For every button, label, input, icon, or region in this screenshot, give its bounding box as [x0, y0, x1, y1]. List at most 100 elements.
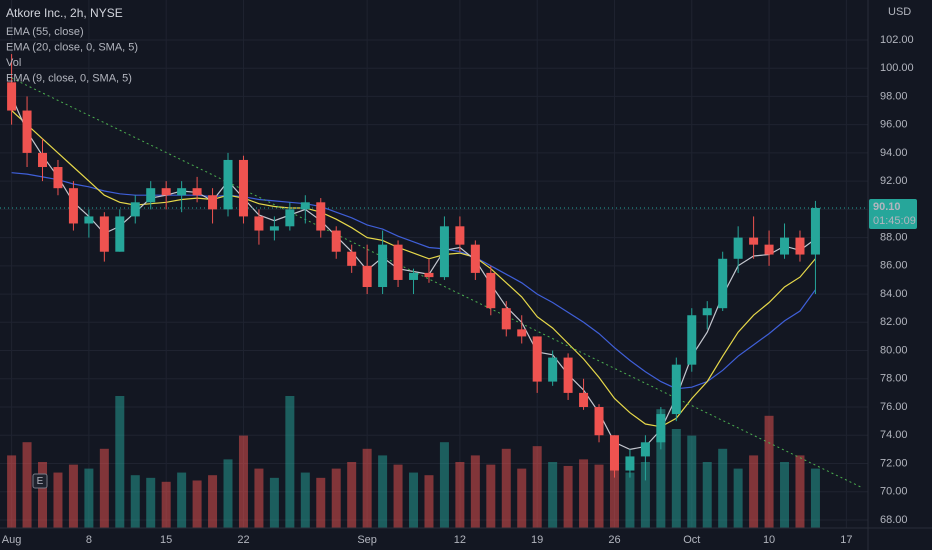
candle-body — [486, 272, 496, 309]
y-tick-label: 70.00 — [880, 486, 908, 498]
candle-body — [362, 265, 372, 288]
volume-bar — [269, 477, 279, 528]
candle-body — [393, 244, 403, 280]
ema-line — [11, 110, 816, 428]
candle-body — [671, 364, 681, 415]
candle-body — [532, 336, 542, 382]
ema-line — [11, 172, 816, 390]
volume-bar — [362, 448, 372, 528]
volume-bar — [347, 462, 357, 528]
y-tick-label: 84.00 — [880, 288, 908, 300]
volume-bar — [640, 462, 650, 528]
y-tick-label: 74.00 — [880, 429, 908, 441]
volume-bar — [439, 442, 449, 528]
volume-bar — [285, 396, 295, 528]
y-tick-label: 102.00 — [880, 34, 914, 46]
x-tick-label: 17 — [840, 534, 852, 546]
candle-body — [347, 251, 357, 266]
candle-body — [378, 244, 388, 288]
volume-bar — [146, 477, 156, 528]
candle-body — [733, 237, 743, 259]
y-tick-label: 80.00 — [880, 344, 908, 356]
candle-body — [269, 226, 279, 231]
x-tick-label: Sep — [357, 534, 377, 546]
x-tick-label: 19 — [531, 534, 543, 546]
volume-bar — [687, 435, 697, 528]
legend-entry: EMA (20, close, 0, SMA, 5) — [6, 41, 138, 53]
volume-bar — [7, 455, 17, 528]
volume-bar — [38, 462, 48, 528]
y-tick-label: 98.00 — [880, 90, 908, 102]
volume-bar — [594, 464, 604, 528]
y-tick-label: 76.00 — [880, 401, 908, 413]
volume-bar — [656, 409, 666, 528]
candle-body — [548, 357, 558, 382]
y-tick-label: 92.00 — [880, 175, 908, 187]
volume-bar — [68, 464, 78, 528]
y-tick-label: 72.00 — [880, 457, 908, 469]
trendline — [11, 77, 863, 488]
volume-bar — [749, 455, 759, 528]
x-tick-label: Oct — [683, 534, 700, 546]
y-tick-label: 82.00 — [880, 316, 908, 328]
volume-bar — [563, 465, 573, 528]
candle-body — [517, 329, 527, 337]
candle-body — [223, 159, 233, 210]
volume-bar — [424, 475, 434, 528]
volume-bar — [409, 472, 419, 528]
candle-body — [115, 216, 125, 252]
currency: USD — [888, 6, 911, 18]
volume-bar — [238, 435, 248, 528]
last-price-label: 90.10 — [873, 201, 901, 213]
volume-bar — [223, 459, 233, 528]
candle-body — [594, 407, 604, 436]
candle-body — [455, 226, 465, 245]
earnings-icon: E — [32, 473, 48, 489]
candle-body — [38, 152, 48, 168]
y-tick-label: 94.00 — [880, 147, 908, 159]
volume-bar — [702, 462, 712, 528]
volume-bar — [177, 472, 187, 528]
y-tick-label: 96.00 — [880, 119, 908, 131]
volume-bar — [671, 429, 681, 528]
volume-bar — [53, 472, 63, 528]
candle-body — [22, 110, 32, 153]
candle-body — [161, 188, 171, 196]
volume-bar — [486, 464, 496, 528]
x-tick-label: 26 — [608, 534, 620, 546]
volume-bar — [99, 448, 109, 528]
candle-body — [254, 216, 264, 231]
y-tick-label: 78.00 — [880, 373, 908, 385]
legend-entry: EMA (9, close, 0, SMA, 5) — [6, 72, 132, 84]
y-tick-label: 88.00 — [880, 232, 908, 244]
y-tick-label: 100.00 — [880, 62, 914, 74]
candle-body — [285, 209, 295, 227]
candle-body — [177, 188, 187, 196]
volume-bar — [192, 480, 202, 528]
candle-body — [780, 237, 790, 255]
volume-bar — [532, 446, 542, 528]
volume-bar — [780, 462, 790, 528]
candle-body — [68, 188, 78, 224]
x-tick-label: 12 — [454, 534, 466, 546]
volume-bar — [718, 448, 728, 528]
volume-bar — [331, 468, 341, 528]
x-tick-label: 8 — [86, 534, 92, 546]
volume-bar — [130, 475, 140, 528]
legend-entry: EMA (55, close) — [6, 26, 84, 38]
volume-bar — [764, 415, 774, 528]
y-tick-label: 86.00 — [880, 260, 908, 272]
volume-bar — [609, 442, 619, 528]
volume-bar — [378, 455, 388, 528]
candle-body — [316, 202, 326, 231]
candle-body — [625, 456, 635, 471]
candle-body — [7, 82, 17, 111]
candle-body — [146, 188, 156, 203]
candle-body — [764, 244, 774, 255]
candle-body — [579, 392, 589, 408]
volume-bar — [300, 472, 310, 528]
earnings-box — [32, 473, 48, 489]
